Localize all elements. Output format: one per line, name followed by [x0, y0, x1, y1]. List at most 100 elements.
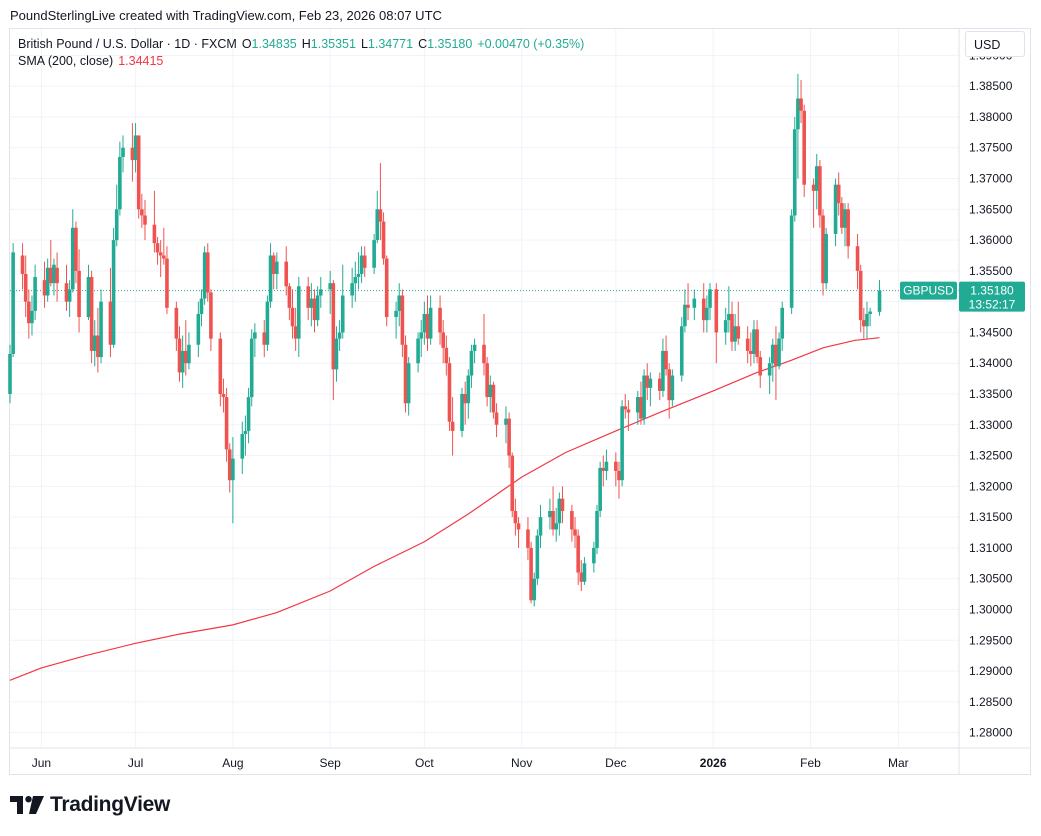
candle[interactable] — [114, 184, 119, 247]
candle[interactable] — [705, 295, 709, 333]
candle[interactable] — [824, 227, 828, 290]
candle[interactable] — [623, 394, 628, 419]
candle[interactable] — [557, 492, 562, 536]
candle[interactable] — [293, 307, 298, 351]
candle[interactable] — [162, 227, 166, 265]
candle[interactable] — [155, 237, 160, 265]
candle[interactable] — [268, 243, 273, 308]
candle[interactable] — [858, 264, 863, 333]
candle[interactable] — [727, 286, 731, 333]
candle[interactable] — [579, 560, 584, 592]
candle[interactable] — [306, 277, 311, 321]
candle[interactable] — [33, 264, 37, 321]
candle[interactable] — [246, 387, 251, 444]
candle[interactable] — [692, 289, 697, 321]
candle[interactable] — [158, 240, 163, 278]
candle[interactable] — [494, 403, 499, 438]
candle[interactable] — [111, 227, 116, 348]
candle[interactable] — [243, 415, 248, 456]
candle[interactable] — [359, 246, 364, 284]
candle[interactable] — [821, 209, 825, 296]
candle[interactable] — [485, 357, 489, 407]
candle[interactable] — [723, 307, 728, 345]
candle[interactable] — [811, 178, 816, 228]
candle[interactable] — [482, 313, 486, 376]
candle[interactable] — [394, 301, 398, 339]
candle[interactable] — [460, 387, 464, 438]
candle[interactable] — [526, 517, 530, 561]
candle[interactable] — [196, 301, 201, 358]
candle[interactable] — [218, 332, 223, 407]
candle[interactable] — [55, 252, 59, 302]
candle[interactable] — [802, 104, 806, 197]
candle[interactable] — [836, 172, 841, 216]
candle[interactable] — [535, 529, 540, 585]
candle[interactable] — [733, 313, 737, 351]
candle[interactable] — [49, 240, 53, 287]
candle[interactable] — [529, 541, 533, 604]
candle[interactable] — [510, 452, 515, 518]
candle[interactable] — [372, 233, 376, 274]
candle[interactable] — [516, 517, 521, 548]
candle[interactable] — [265, 295, 270, 351]
candle[interactable] — [331, 280, 336, 401]
candle[interactable] — [570, 504, 574, 542]
candle[interactable] — [290, 289, 295, 339]
candle[interactable] — [758, 350, 763, 388]
candle[interactable] — [469, 344, 474, 388]
candle[interactable] — [287, 283, 292, 321]
candle[interactable] — [730, 301, 734, 351]
candle[interactable] — [755, 320, 759, 364]
candle[interactable] — [362, 246, 367, 278]
candle[interactable] — [328, 270, 332, 314]
candle[interactable] — [30, 295, 34, 336]
candle[interactable] — [792, 116, 797, 222]
candle[interactable] — [350, 267, 354, 308]
candle[interactable] — [447, 357, 452, 431]
candle[interactable] — [620, 400, 624, 487]
candle[interactable] — [315, 286, 320, 327]
candle[interactable] — [595, 504, 599, 555]
candle[interactable] — [284, 246, 289, 296]
candle[interactable] — [538, 504, 543, 548]
candle[interactable] — [645, 363, 650, 401]
candle[interactable] — [472, 338, 477, 364]
candle[interactable] — [152, 190, 157, 253]
candle[interactable] — [99, 289, 103, 364]
candle[interactable] — [582, 557, 587, 585]
candle[interactable] — [814, 153, 819, 210]
candle[interactable] — [240, 421, 245, 475]
candle[interactable] — [108, 267, 113, 358]
candle[interactable] — [491, 381, 496, 419]
candle[interactable] — [406, 357, 411, 416]
candle[interactable] — [796, 73, 800, 179]
candle[interactable] — [221, 378, 226, 413]
candle[interactable] — [679, 317, 684, 382]
candle[interactable] — [598, 461, 602, 518]
candle[interactable] — [548, 498, 552, 530]
candle[interactable] — [450, 397, 455, 456]
candle[interactable] — [262, 320, 267, 358]
candle[interactable] — [657, 372, 662, 401]
candle[interactable] — [397, 283, 402, 327]
candle[interactable] — [77, 249, 81, 333]
candle[interactable] — [466, 369, 471, 419]
sma-label[interactable]: SMA (200, close) — [18, 54, 114, 68]
candle[interactable] — [231, 437, 235, 524]
candle[interactable] — [507, 412, 511, 468]
candle[interactable] — [205, 243, 210, 302]
candle[interactable] — [74, 221, 78, 284]
candle[interactable] — [573, 517, 577, 548]
candle[interactable] — [271, 252, 276, 290]
candle[interactable] — [253, 323, 257, 358]
candle[interactable] — [601, 455, 606, 487]
candle[interactable] — [513, 498, 518, 536]
candle[interactable] — [199, 289, 204, 327]
candle[interactable] — [736, 301, 741, 345]
candle[interactable] — [843, 203, 847, 247]
candle[interactable] — [767, 357, 772, 394]
candle[interactable] — [227, 443, 232, 493]
candle[interactable] — [136, 135, 141, 219]
candle[interactable] — [187, 332, 191, 370]
